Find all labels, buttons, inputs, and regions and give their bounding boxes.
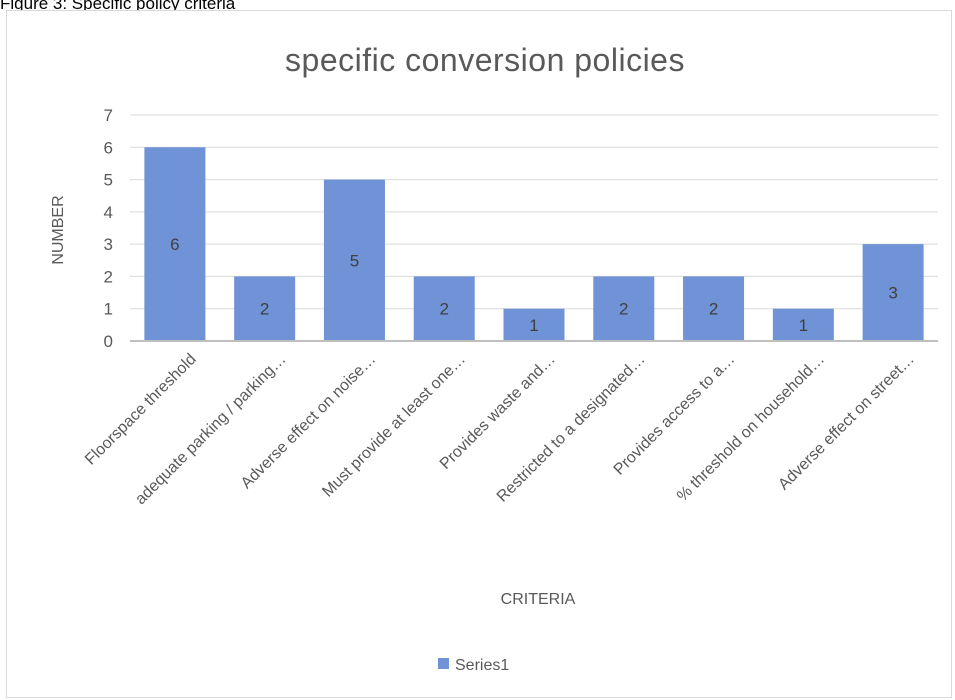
y-tick-label: 7 [104,106,113,125]
x-category-label: % threshold on household… [674,351,828,505]
figure-caption: Figure 3: Specific policy criteria [0,0,236,13]
y-axis-ticks: 0 1 2 3 4 5 6 7 [104,106,113,351]
y-axis-title: NUMBER [50,195,67,264]
bar [234,276,296,341]
bar [772,308,834,341]
x-axis-title: CRITERIA [501,591,576,608]
chart-title: specific conversion policies [285,42,685,78]
bar [503,308,565,341]
chart-frame [6,10,952,698]
data-label: 3 [888,284,897,303]
legend: Series1 [438,657,509,674]
bars [144,147,924,341]
data-label: 6 [170,235,179,254]
y-tick-label: 4 [104,203,113,222]
bar [683,276,745,341]
y-tick-label: 5 [104,171,113,190]
bar [593,276,655,341]
y-tick-label: 6 [104,138,113,157]
data-label: 2 [619,300,628,319]
data-label: 2 [260,300,269,319]
y-tick-label: 0 [104,332,113,351]
x-category-label: adequate parking / parking… [132,351,289,508]
legend-swatch [438,658,449,669]
bar [862,244,924,341]
data-labels: 6 2 5 2 1 2 2 1 3 [170,235,898,335]
bar [413,276,475,341]
legend-label: Series1 [455,657,509,674]
y-tick-label: 2 [104,267,113,286]
data-label: 5 [350,251,359,270]
y-tick-label: 3 [104,235,113,254]
y-tick-label: 1 [104,300,113,319]
bar [144,147,206,341]
x-category-label: Restricted to a designated… [494,351,649,506]
data-label: 2 [439,300,448,319]
data-label: 2 [709,300,718,319]
bar [323,179,385,341]
data-label: 1 [529,316,538,335]
data-label: 1 [799,316,808,335]
x-category-label: Must provide at least one… [319,351,469,501]
